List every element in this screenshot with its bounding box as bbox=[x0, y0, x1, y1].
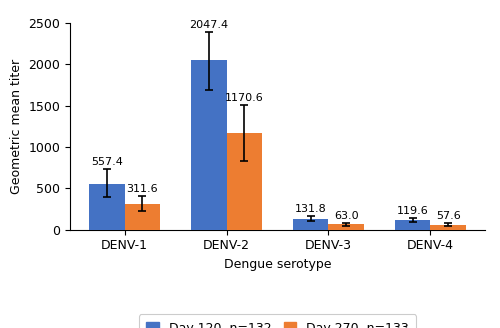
Bar bbox=[328, 224, 364, 230]
Bar bbox=[395, 220, 430, 230]
Bar bbox=[226, 133, 262, 230]
Text: 119.6: 119.6 bbox=[396, 206, 428, 215]
Text: 1170.6: 1170.6 bbox=[225, 93, 264, 103]
Bar bbox=[191, 60, 226, 230]
Bar bbox=[89, 184, 124, 230]
Text: 2047.4: 2047.4 bbox=[189, 20, 228, 30]
Text: 57.6: 57.6 bbox=[436, 211, 460, 221]
Text: 131.8: 131.8 bbox=[295, 204, 326, 214]
Legend: Day 120, n=132, Day 270, n=133: Day 120, n=132, Day 270, n=133 bbox=[138, 314, 416, 328]
Bar bbox=[293, 219, 328, 230]
Bar bbox=[124, 204, 160, 230]
X-axis label: Dengue serotype: Dengue serotype bbox=[224, 258, 331, 271]
Bar bbox=[430, 225, 466, 230]
Y-axis label: Geometric mean titer: Geometric mean titer bbox=[10, 59, 23, 194]
Text: 63.0: 63.0 bbox=[334, 211, 358, 221]
Text: 311.6: 311.6 bbox=[126, 184, 158, 194]
Text: 557.4: 557.4 bbox=[91, 157, 122, 167]
